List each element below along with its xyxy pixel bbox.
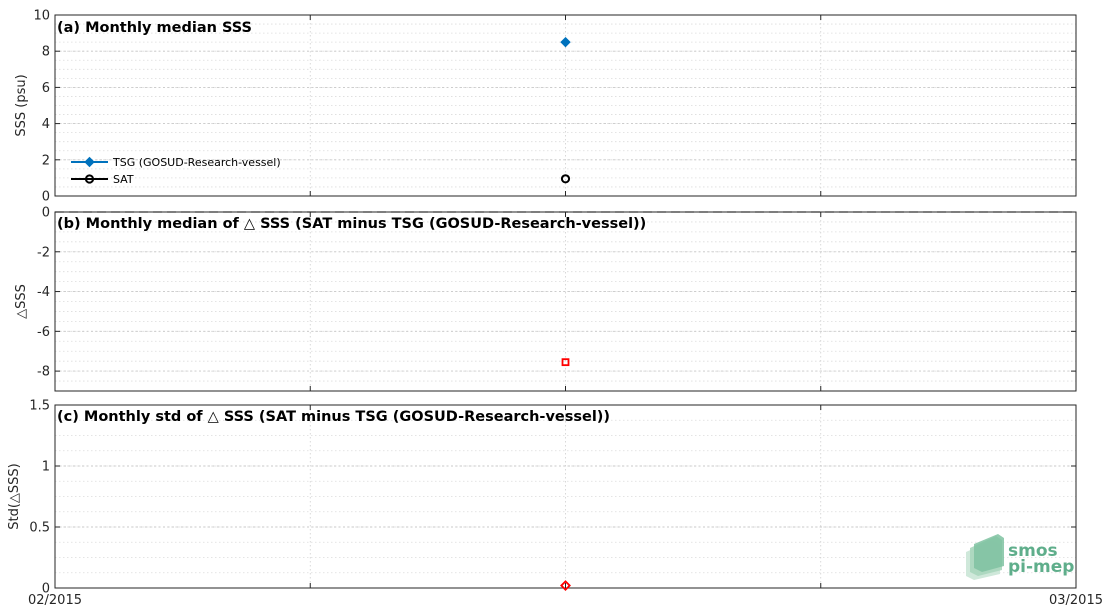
data-point-circle xyxy=(560,174,571,184)
panel-title: (a) Monthly median SSS xyxy=(57,20,252,36)
y-axis-label: △SSS xyxy=(14,284,29,319)
legend-entry: TSG (GOSUD-Research-vessel) xyxy=(112,156,281,169)
x-tick-label-end: 03/2015 xyxy=(1049,593,1103,608)
legend: TSG (GOSUD-Research-vessel) SAT xyxy=(71,156,281,186)
y-tick-label: -4 xyxy=(37,285,50,300)
y-tick-label: 0 xyxy=(42,206,50,221)
data-point-diamond xyxy=(560,36,571,48)
y-axis-label: SSS (psu) xyxy=(14,74,29,136)
y-tick-label: 0 xyxy=(42,582,50,597)
y-tick-label: 2 xyxy=(42,153,50,168)
y-axis-label: Std(△SSS) xyxy=(7,463,22,530)
y-tick-label: 0.5 xyxy=(29,521,50,536)
y-tick-label: 4 xyxy=(42,117,50,132)
x-tick-label-start: 02/2015 xyxy=(28,593,82,608)
y-tick-label: 1 xyxy=(42,460,50,475)
panel-title: (b) Monthly median of △ SSS (SAT minus T… xyxy=(57,216,646,232)
logo-mark-icon xyxy=(966,534,1004,580)
data-point-diamond xyxy=(560,580,571,592)
smos-pi-mep-logo: smos pi-mep xyxy=(966,534,1074,580)
data-point-square xyxy=(561,358,570,367)
y-tick-label: 0 xyxy=(42,190,50,205)
panel-a: 0 2 4 6 8 10 SSS (psu) (a) Monthly median SSS TS… xyxy=(14,9,1077,205)
y-tick-label: -6 xyxy=(37,325,50,340)
panel-b: -8 -6 -4 -2 0 △SSS (b) Monthly median of △ SSS… xyxy=(14,206,1077,392)
logo-text-smos: smos xyxy=(1008,541,1058,561)
y-tick-label: 6 xyxy=(42,81,50,96)
legend-entry: SAT xyxy=(113,173,134,186)
y-tick-label: 8 xyxy=(42,45,50,60)
logo-text-pi-mep: pi-mep xyxy=(1008,557,1074,577)
y-tick-label: -2 xyxy=(37,245,50,260)
legend-marker-diamond xyxy=(84,156,95,168)
y-tick-label: 10 xyxy=(33,9,50,24)
y-tick-label: -8 xyxy=(37,365,50,380)
panel-title: (c) Monthly std of △ SSS (SAT minus TSG … xyxy=(57,409,610,425)
panel-c: 0 0.5 1 1.5 Std(△SSS) (c) Monthly std of △ SS… xyxy=(7,399,1077,597)
legend-marker-circle xyxy=(84,174,95,184)
y-tick-label: 1.5 xyxy=(29,399,50,414)
